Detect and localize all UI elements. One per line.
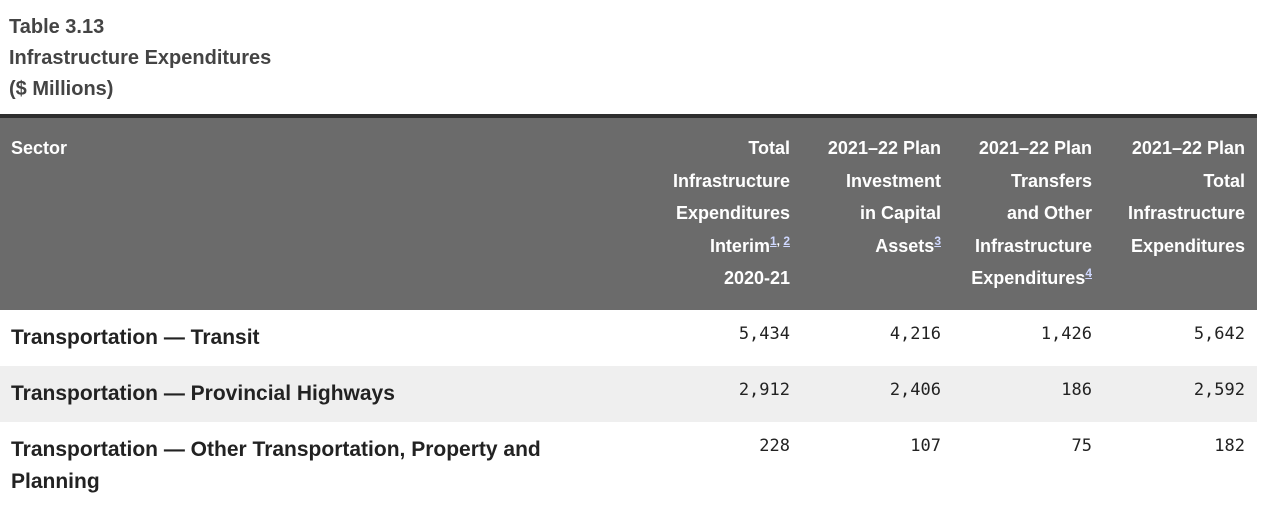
cell-capital-assets: 4,216	[889, 323, 941, 344]
row-sector: Transportation — Provincial Highways	[11, 381, 395, 405]
cell-total-interim: 228	[759, 435, 790, 456]
header-col3-line1: 2021–22 Plan	[978, 138, 1092, 158]
cell-total-interim: 5,434	[738, 323, 790, 344]
table-title: Infrastructure Expenditures	[9, 47, 272, 69]
row-sector: Transportation — Other Transportation, P…	[11, 437, 541, 493]
cell-total-plan: 2,592	[1193, 379, 1245, 400]
cell-total-interim: 2,912	[738, 379, 790, 400]
header-col3-line4: Infrastructure	[974, 235, 1092, 256]
cell-transfers: 75	[1071, 435, 1092, 456]
header-col4-line1: 2021–22 Plan	[1131, 138, 1245, 158]
header-col3-line3: and Other	[1006, 203, 1092, 223]
cell-capital-assets: 2,406	[889, 379, 941, 400]
table-units: ($ Millions)	[9, 78, 114, 100]
header-total-interim: Total Infrastructure Expenditures Interi…	[672, 138, 790, 288]
table-header-row: Sector Total Infrastructure Expenditures…	[0, 116, 1257, 310]
header-col2-line2: Investment	[845, 170, 941, 191]
footnote-link-4[interactable]: 4	[1085, 266, 1092, 280]
header-col3-line2: Transfers	[1010, 170, 1092, 191]
header-col1-line3: Expenditures	[675, 203, 790, 223]
header-col1-line4: Interim	[709, 235, 770, 256]
header-col1-line2: Infrastructure	[672, 170, 790, 191]
cell-transfers: 186	[1061, 379, 1092, 400]
table-row: Transportation — Transit 5,434 4,216 1,4…	[0, 310, 1257, 366]
header-transfers: 2021–22 Plan Transfers and Other Infrast…	[953, 116, 1104, 310]
header-total-plan: 2021–22 Plan Total Infrastructure Expend…	[1104, 116, 1257, 310]
footnote-link-3[interactable]: 3	[934, 233, 941, 248]
header-col4-line2: Total	[1203, 170, 1245, 191]
cell-total-plan: 5,642	[1193, 323, 1245, 344]
table-row: Transportation — Provincial Highways 2,9…	[0, 365, 1257, 422]
header-col1-year: 2020-21	[723, 268, 790, 288]
row-sector: Transportation — Transit	[11, 325, 260, 349]
header-col1-line1: Total	[748, 138, 790, 158]
cell-capital-assets: 107	[910, 435, 941, 456]
header-col2-line3: in Capital	[859, 203, 941, 223]
footnote-link-1[interactable]: 1	[769, 233, 777, 248]
table-row: Transportation — Other Transportation, P…	[0, 422, 1257, 506]
header-sector: Sector	[11, 138, 68, 158]
table-caption: Table 3.13 Infrastructure Expenditures (…	[9, 12, 271, 105]
header-col4-line4: Expenditures	[1130, 235, 1245, 256]
footnote-link-2[interactable]: 2	[783, 233, 790, 248]
infrastructure-table: Sector Total Infrastructure Expenditures…	[0, 114, 1257, 506]
cell-total-plan: 182	[1214, 435, 1245, 456]
header-capital-assets: 2021–22 Plan Investment in Capital Asset…	[802, 116, 953, 310]
header-col4-line3: Infrastructure	[1127, 203, 1245, 223]
cell-transfers: 1,426	[1040, 323, 1092, 344]
header-col2-line4: Assets	[875, 235, 935, 256]
header-col3-line5: Expenditures	[971, 268, 1086, 288]
table-number: Table 3.13	[9, 16, 105, 38]
header-col2-line1: 2021–22 Plan	[827, 138, 941, 158]
